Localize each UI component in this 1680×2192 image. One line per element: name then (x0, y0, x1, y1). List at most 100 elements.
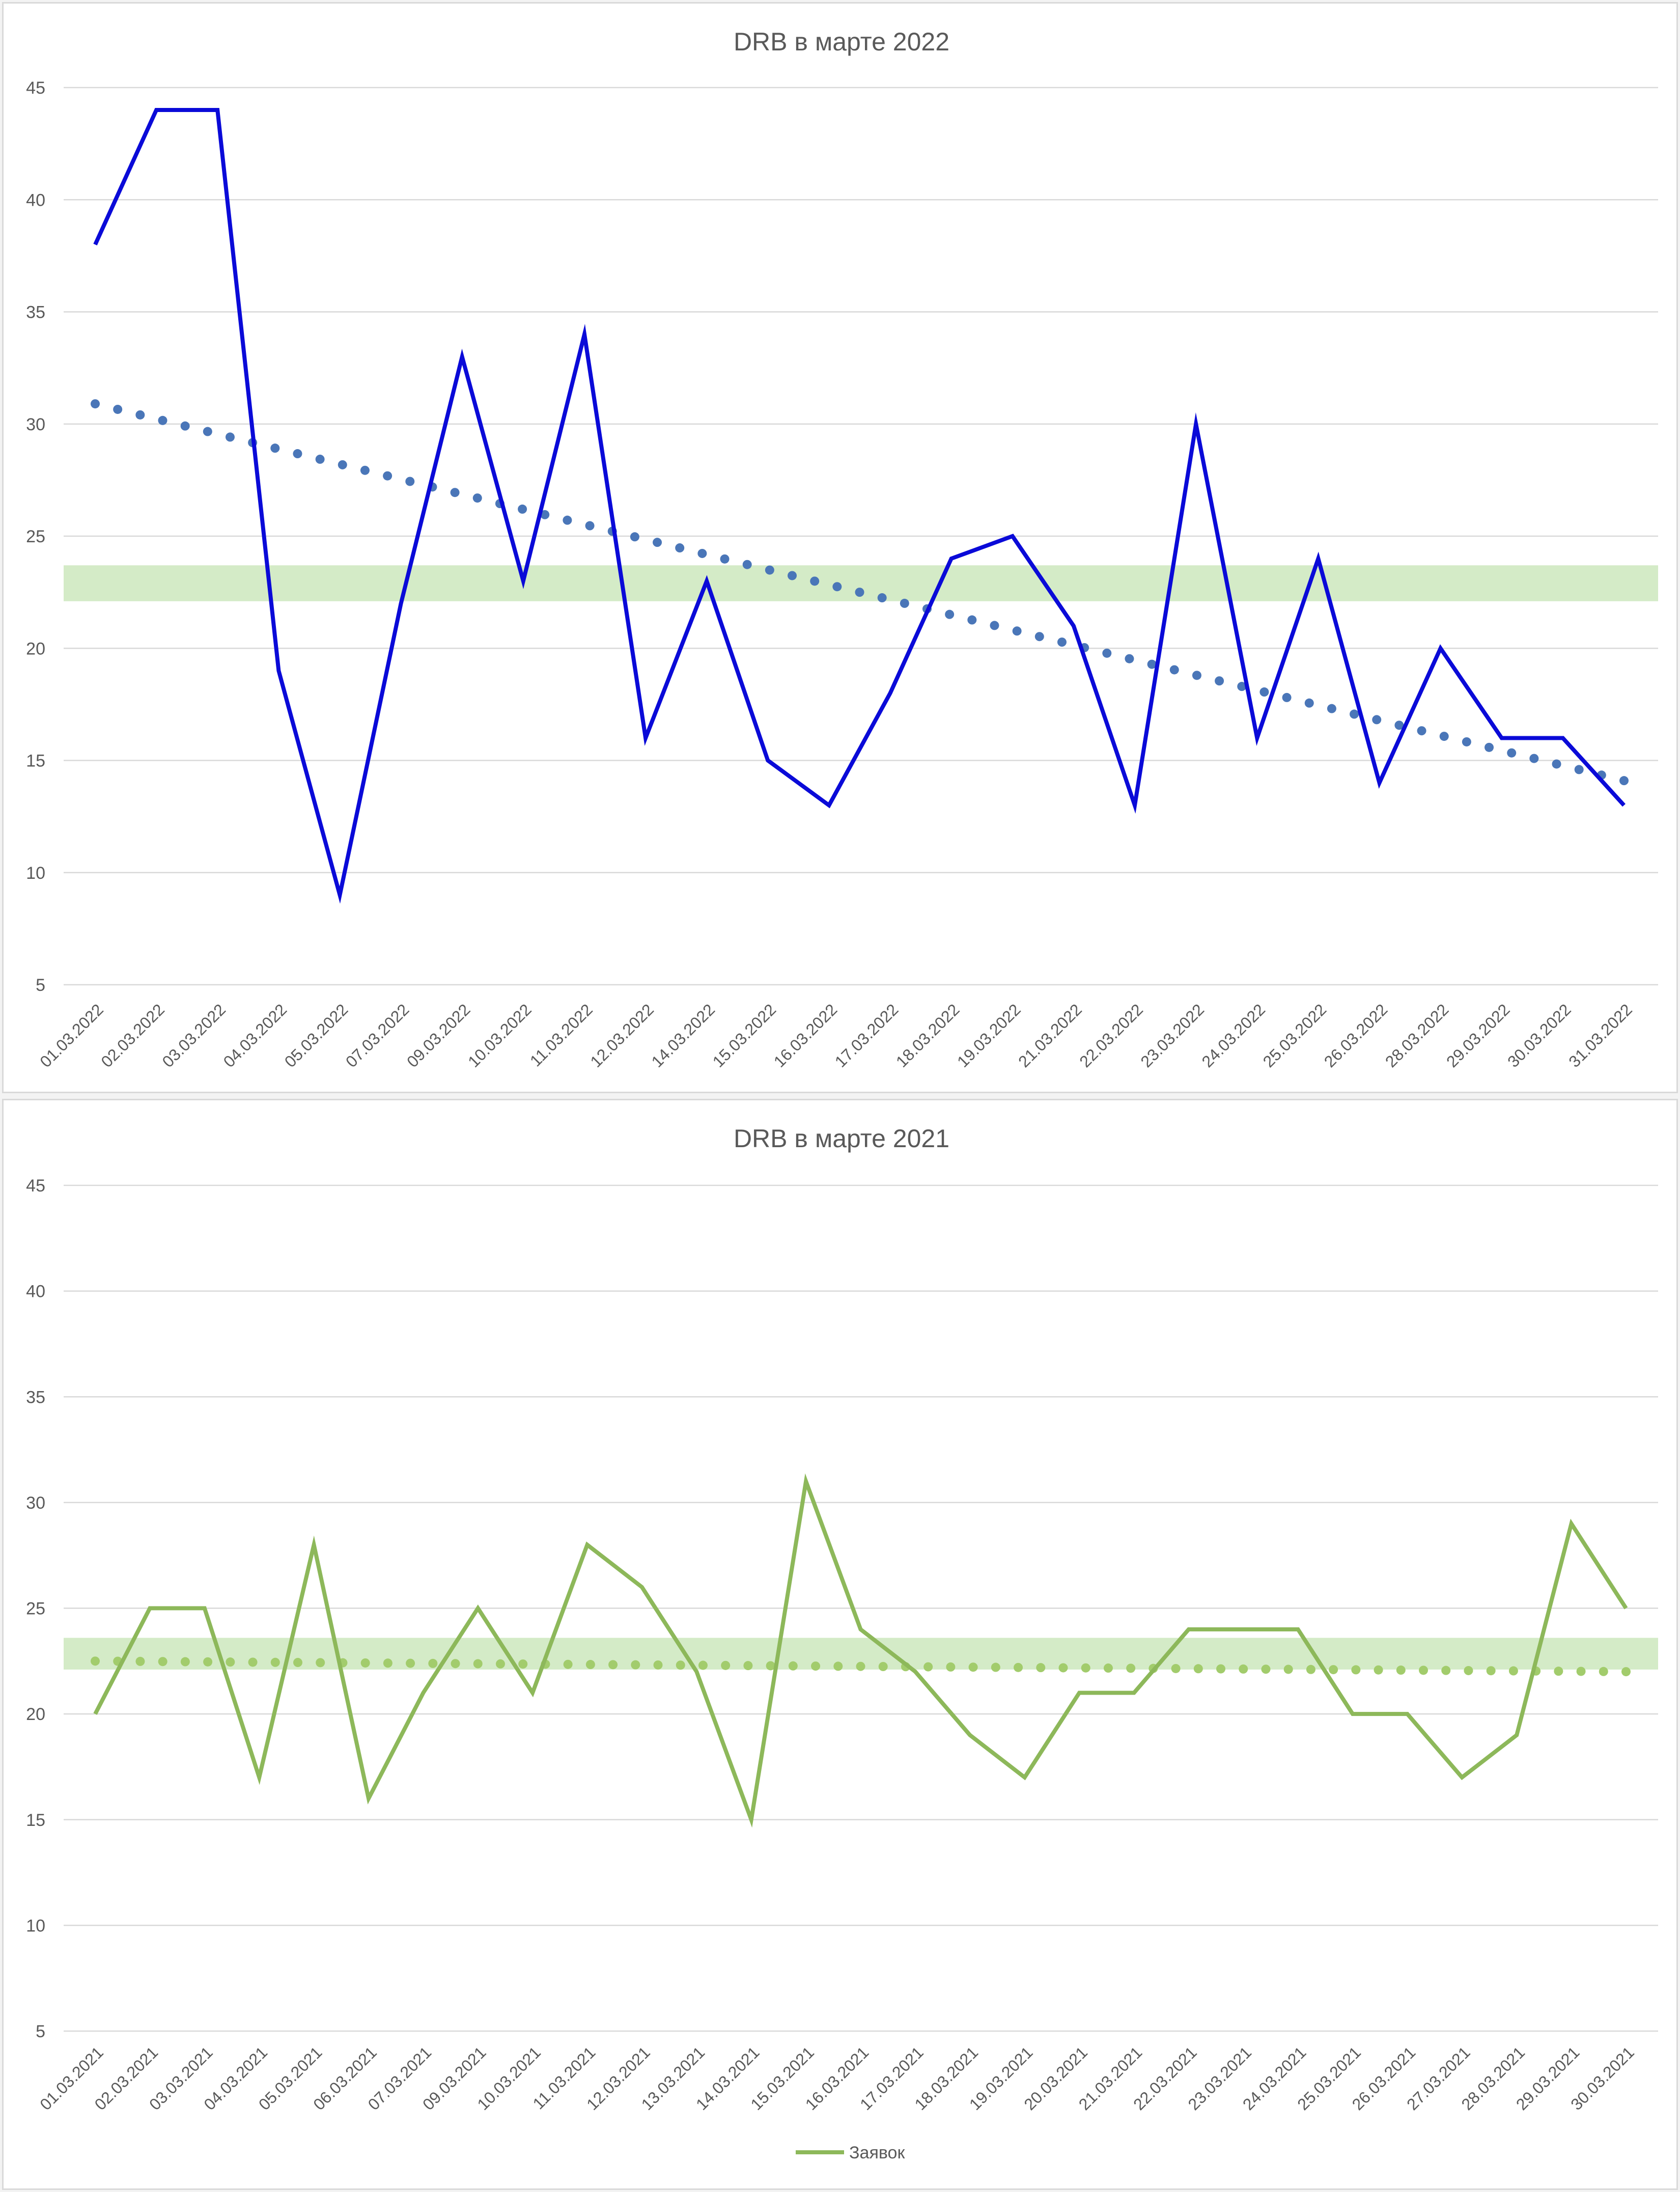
y-tick-label: 25 (26, 1599, 45, 1619)
chart-title: DRB в марте 2021 (734, 1124, 949, 1153)
line-chart-2022: DRB в марте 2022 5 10 15 20 25 30 35 40 45 01.03.2… (26, 27, 1658, 1071)
y-tick-label: 30 (26, 1493, 45, 1513)
trendline-dot (1374, 1665, 1383, 1675)
trendline-dot (697, 548, 707, 558)
trendline-dot (1508, 1666, 1518, 1676)
trendline-dot (383, 471, 393, 481)
trendline-dot (1102, 648, 1112, 658)
trendline-dot (788, 571, 797, 580)
y-tick-label: 10 (26, 864, 45, 883)
x-tick-label: 24.03.2022 (1198, 1000, 1269, 1071)
trendline-dot (991, 1662, 1000, 1672)
trendline-dot (608, 1660, 618, 1670)
trendline-dot (1439, 732, 1449, 741)
trendline-dot (1350, 709, 1359, 719)
x-tick-label: 16.03.2022 (770, 1000, 841, 1071)
trendline-dot (946, 1662, 956, 1672)
trendline-dot (540, 510, 550, 519)
trendline-dot (653, 538, 662, 547)
trendline-dot (293, 449, 302, 459)
trendline-dot (180, 1657, 190, 1667)
trendline-dot (203, 1657, 213, 1667)
trendline-dot (158, 1657, 167, 1667)
trendline-dot (451, 1659, 460, 1669)
trendline-dot (630, 532, 639, 542)
trendline-dot (811, 1661, 821, 1671)
trendline-dot (810, 576, 820, 586)
x-tick-label: 14.03.2022 (648, 1000, 718, 1071)
x-tick-label: 10.03.2022 (464, 1000, 535, 1071)
trendline-dot (1193, 1664, 1203, 1674)
x-tick-label: 03.03.2022 (158, 1000, 229, 1071)
trendline-dot (720, 554, 730, 564)
trendline-dot (1372, 715, 1382, 725)
y-tick-label: 5 (36, 976, 45, 995)
trendline-dot (676, 1660, 685, 1670)
x-tick-label: 29.03.2022 (1443, 1000, 1514, 1071)
trendline-dot (967, 615, 977, 625)
trendline-dot (406, 1658, 415, 1668)
trendline-dot (315, 454, 325, 464)
trendline-dot (1169, 665, 1179, 675)
y-tick-label: 40 (26, 190, 45, 210)
trendline-dot (1486, 1666, 1496, 1676)
y-tick-label: 25 (26, 527, 45, 546)
trendline-dot (945, 609, 955, 619)
trendline-dot (135, 1656, 145, 1666)
y-tick-label: 30 (26, 415, 45, 434)
trendline-dot (923, 1662, 933, 1672)
chart-title: DRB в марте 2022 (734, 27, 949, 56)
x-tick-label: 19.03.2022 (954, 1000, 1024, 1071)
y-tick-label: 40 (26, 1282, 45, 1301)
data-series-line (93, 1473, 1628, 1828)
trendline-dot (1239, 1664, 1248, 1674)
trendline-dot (585, 1660, 595, 1670)
trendline-dot (1441, 1666, 1451, 1675)
trendline-dot (877, 593, 887, 603)
x-tick-label: 25.03.2022 (1259, 1000, 1330, 1071)
trendline-dot (1304, 698, 1314, 708)
trendline-dot (180, 421, 190, 431)
trendline-dot (968, 1662, 978, 1672)
trendline-dot (226, 1657, 235, 1667)
trendline-dot (1192, 671, 1201, 680)
trendline-dot (1576, 1667, 1586, 1676)
trendline-dot (878, 1661, 888, 1671)
trendline-dot (1283, 1664, 1293, 1674)
trendline-dot (270, 1657, 280, 1667)
x-tick-label: 11.03.2022 (526, 1000, 596, 1070)
trendline-dot (1419, 1666, 1429, 1675)
x-tick-label: 05.03.2022 (281, 1000, 352, 1071)
x-tick-label: 21.03.2022 (1015, 1000, 1085, 1071)
trendline-dot (1507, 748, 1517, 758)
x-tick-label: 09.03.2022 (403, 1000, 474, 1071)
trendline-dot (518, 504, 527, 514)
trendline-dot (1036, 1663, 1046, 1673)
trendline-dot (1261, 1664, 1271, 1674)
trendline-dot (1125, 654, 1134, 663)
trendline-dot (1126, 1663, 1136, 1673)
trendline-dot (1282, 692, 1292, 702)
trendline-dot (91, 399, 100, 409)
trendline-dot (1058, 1663, 1068, 1673)
trendline-dot (1306, 1664, 1315, 1674)
y-tick-label: 5 (36, 2022, 45, 2041)
x-tick-label: 28.03.2022 (1382, 1000, 1452, 1071)
trendline-dot (1574, 765, 1584, 774)
trendline-dot (338, 460, 347, 469)
trendline-dot (248, 1657, 258, 1667)
y-tick-label: 45 (26, 78, 45, 98)
trendline-dot (135, 410, 145, 420)
trendline-dot (1012, 626, 1022, 636)
x-tick-label: 18.03.2022 (892, 1000, 963, 1071)
chart-panel-2021: DRB в марте 2021 5 10 15 20 25 30 35 40 45 01.03.2… (2, 1099, 1678, 2190)
trendline-dot (1147, 659, 1157, 669)
trendline-dot (653, 1660, 663, 1670)
trendline-dot (675, 543, 685, 553)
trendline-dot (1237, 682, 1247, 691)
trendline-dot (1485, 742, 1494, 752)
trendline-dot (990, 621, 999, 630)
trendline-dot (1081, 1663, 1090, 1673)
trendline-dot (91, 1656, 100, 1666)
y-tick-label: 35 (26, 303, 45, 322)
